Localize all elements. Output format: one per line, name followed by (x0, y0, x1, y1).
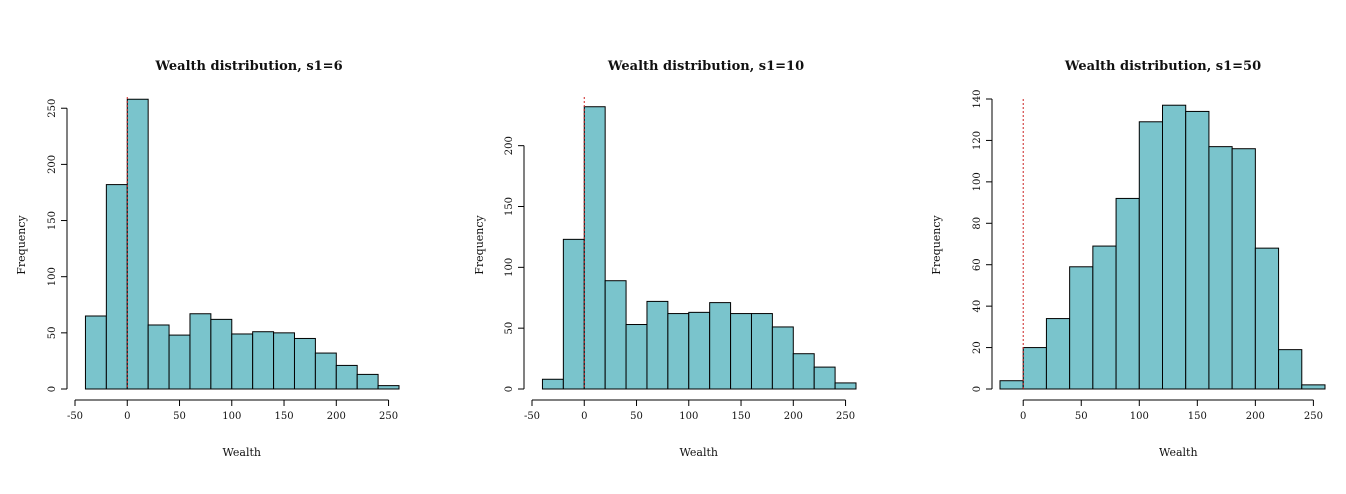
x-tick-label: 0 (581, 411, 587, 422)
y-tick-label: 100 (47, 267, 58, 286)
x-tick-label: 0 (1020, 411, 1026, 422)
x-tick-label: 50 (173, 411, 186, 422)
histogram-bar (1162, 104, 1187, 390)
histogram-bar (147, 324, 170, 390)
x-tick-label: 150 (1188, 411, 1207, 422)
histogram-bar (1092, 245, 1117, 390)
histogram-bar (771, 326, 794, 390)
histogram-bar (189, 313, 212, 390)
histogram-bar (709, 302, 732, 390)
histogram-bar (377, 385, 400, 390)
y-tick-label: 100 (504, 258, 515, 277)
histogram-bar (210, 318, 233, 390)
y-tick-label: 150 (504, 197, 515, 216)
chart-title: Wealth distribution, s1=10 (607, 59, 804, 74)
x-tick-label: 100 (1130, 411, 1149, 422)
x-tick-label: 0 (124, 411, 130, 422)
x-tick-label: 200 (784, 411, 803, 422)
histogram-bar (126, 98, 149, 390)
histogram-bar (999, 380, 1024, 390)
histogram-panel-2: -50 0 50 100 150 200 250 0 50 100 150 200 Wealth dis… (473, 59, 857, 459)
y-tick-label: 100 (972, 172, 983, 191)
x-tick-label: 150 (274, 411, 293, 422)
histogram-bar (356, 373, 379, 390)
histogram-bar (1185, 110, 1210, 390)
x-tick-label: 250 (379, 411, 398, 422)
x-tick-label: 150 (731, 411, 750, 422)
histogram-bar (750, 313, 773, 390)
x-axis-label: Wealth (680, 446, 719, 459)
y-tick-label: 200 (504, 136, 515, 155)
histogram-bar (813, 366, 836, 390)
y-tick-label: 60 (972, 258, 983, 271)
y-tick-label: 140 (972, 89, 983, 108)
y-tick-label: 50 (504, 322, 515, 335)
histogram-panel-1: -50 0 50 100 150 200 250 0 50 100 150 200 250 Wealth … (15, 59, 400, 459)
histogram-bar (1115, 197, 1140, 390)
histogram-bar (1254, 247, 1280, 390)
y-tick-label: 200 (47, 155, 58, 174)
histogram-bar (168, 334, 191, 390)
y-tick-label: 150 (47, 211, 58, 230)
y-tick-label: 120 (972, 131, 983, 150)
histogram-bar (252, 331, 275, 390)
chart-title: Wealth distribution, s1=50 (1064, 59, 1261, 74)
histogram-bar (834, 382, 857, 390)
y-tick-label: 20 (972, 341, 983, 354)
histogram-bar (667, 313, 690, 390)
histogram-bar (314, 352, 337, 390)
histogram-bar (1138, 121, 1164, 390)
y-tick-label: 0 (504, 386, 515, 392)
histogram-bar (1022, 347, 1047, 390)
histogram-bar (335, 364, 358, 390)
y-tick-label: 40 (972, 300, 983, 313)
y-tick-label: 0 (972, 386, 983, 392)
x-tick-label: 200 (327, 411, 346, 422)
histogram-bar (105, 184, 128, 390)
histogram-bar (604, 280, 627, 390)
y-axis-label: Frequency (930, 214, 943, 274)
x-tick-label: 200 (1246, 411, 1265, 422)
x-tick-label: -50 (524, 411, 540, 422)
histogram-bar (84, 315, 107, 390)
histogram-bar (688, 311, 711, 390)
chart-title: Wealth distribution, s1=6 (154, 59, 342, 74)
histogram-panel-3: 0 50 100 150 200 250 0 20 40 60 80 100 120 140 Wealth … (930, 59, 1326, 459)
histogram-bar (562, 238, 585, 390)
x-axis-label: Wealth (223, 446, 262, 459)
histogram-bar (1301, 384, 1326, 390)
x-tick-label: 100 (679, 411, 698, 422)
histogram-bar (273, 332, 295, 390)
y-tick-label: 50 (47, 326, 58, 339)
histogram-bar (1069, 266, 1094, 390)
x-tick-label: 250 (1304, 411, 1323, 422)
histogram-bar (1208, 146, 1233, 390)
x-tick-label: -50 (67, 411, 83, 422)
histogram-bar (583, 106, 606, 390)
y-axis-label: Frequency (473, 214, 486, 274)
histogram-bar (730, 313, 752, 390)
y-tick-label: 80 (972, 217, 983, 230)
histogram-bar (293, 337, 316, 390)
histogram-bar (646, 300, 669, 390)
histogram-bar (1231, 148, 1256, 390)
x-axis-label: Wealth (1159, 446, 1198, 459)
y-tick-label: 0 (47, 386, 58, 392)
y-tick-label: 250 (47, 99, 58, 118)
x-tick-label: 250 (836, 411, 855, 422)
x-tick-label: 100 (222, 411, 241, 422)
x-tick-label: 50 (1075, 411, 1088, 422)
histogram-bar (1278, 349, 1303, 390)
histogram-bar (1045, 318, 1071, 390)
histogram-bar (541, 378, 564, 390)
histogram-bar (625, 324, 648, 390)
histogram-bar (231, 333, 254, 390)
y-axis-label: Frequency (15, 214, 28, 274)
histogram-bar (792, 353, 815, 390)
x-tick-label: 50 (630, 411, 643, 422)
